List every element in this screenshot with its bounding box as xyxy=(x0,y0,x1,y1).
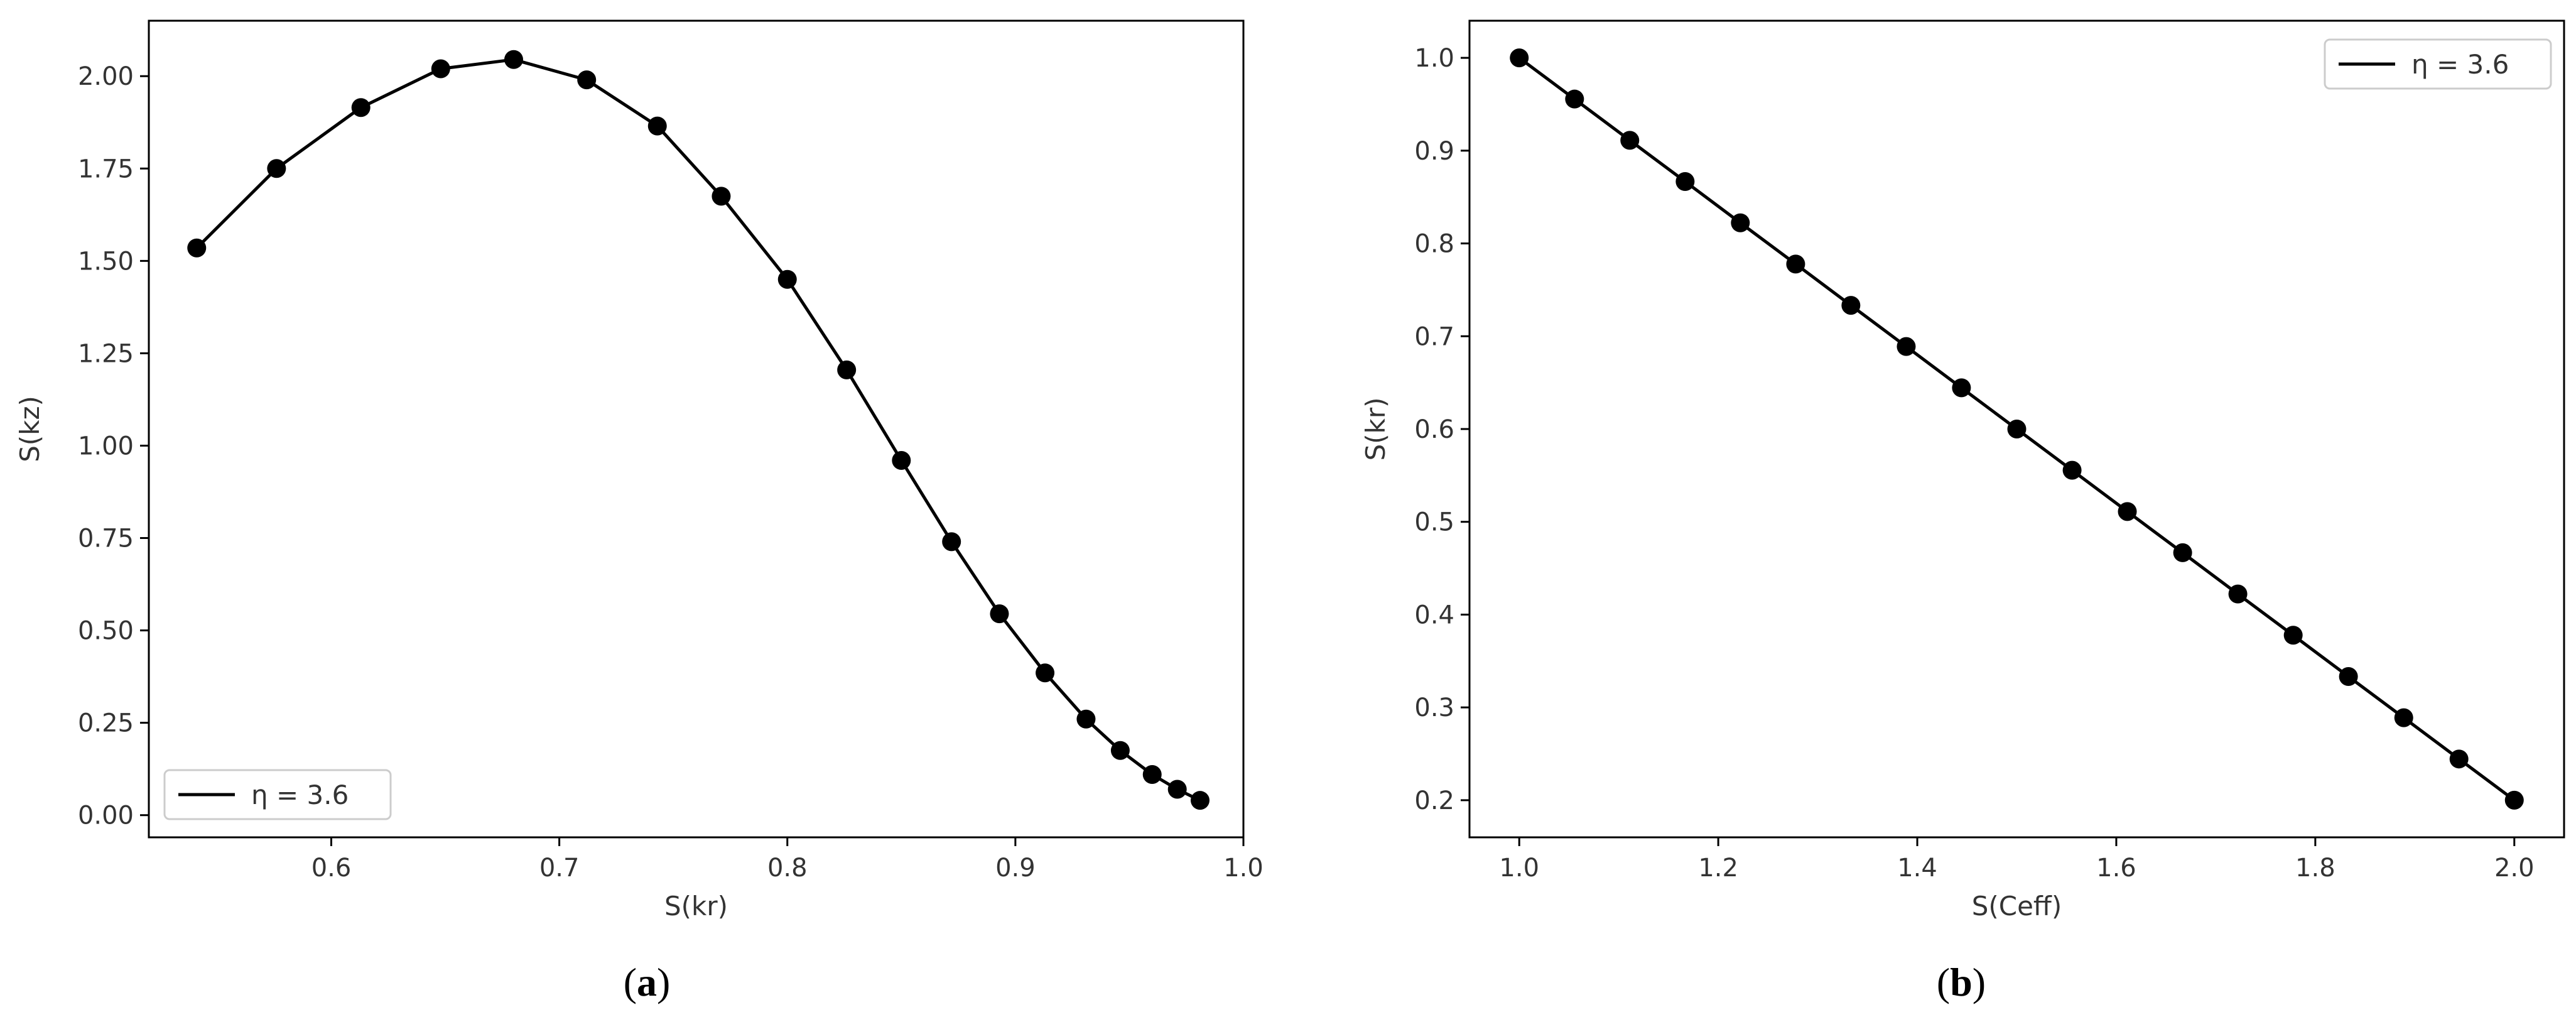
caption-close: ) xyxy=(1973,960,1986,1004)
y-axis-label: S(kr) xyxy=(1360,397,1391,460)
y-tick-label: 0.3 xyxy=(1414,693,1454,722)
y-tick-label: 1.0 xyxy=(1414,44,1454,73)
y-tick-label: 0.75 xyxy=(78,525,134,553)
data-point xyxy=(504,50,523,69)
data-point xyxy=(942,532,961,552)
data-point xyxy=(1510,48,1529,68)
plot-frame xyxy=(148,19,1245,839)
y-tick-label: 0.6 xyxy=(1414,415,1454,444)
data-point xyxy=(2173,543,2192,562)
series-line xyxy=(195,58,1201,802)
y-tick-label: 0.5 xyxy=(1414,508,1454,537)
data-point xyxy=(1731,213,1750,232)
data-point xyxy=(1786,254,1805,274)
data-point xyxy=(712,187,731,206)
y-tick-label: 0.25 xyxy=(78,709,134,738)
data-point xyxy=(837,360,857,379)
y-tick-label: 1.75 xyxy=(78,155,134,183)
data-point xyxy=(1191,791,1210,810)
caption-close: ) xyxy=(657,960,670,1004)
y-tick-label: 0.9 xyxy=(1414,137,1454,166)
x-axis-label: S(Ceff) xyxy=(1972,891,2062,921)
x-tick-label: 1.4 xyxy=(1897,854,1937,883)
x-tick-label: 0.9 xyxy=(995,854,1036,883)
y-tick-label: 1.50 xyxy=(78,247,134,276)
data-point xyxy=(2062,460,2082,480)
data-point xyxy=(1036,663,1055,683)
data-point xyxy=(187,238,207,258)
y-tick-label: 0.2 xyxy=(1414,786,1454,815)
x-tick-label: 1.0 xyxy=(1499,854,1539,883)
y-tick-label: 1.00 xyxy=(78,432,134,460)
data-point xyxy=(2449,749,2469,769)
legend-box xyxy=(2324,38,2552,90)
data-point xyxy=(2339,666,2358,686)
data-point xyxy=(1841,296,1861,315)
y-tick-label: 0.50 xyxy=(78,617,134,646)
x-tick-label: 1.0 xyxy=(1223,854,1264,883)
data-point xyxy=(2504,790,2524,810)
data-point xyxy=(577,70,597,90)
caption-letter: b xyxy=(1950,960,1973,1004)
x-tick-label: 1.2 xyxy=(1698,854,1738,883)
panel-a-chart: 0.6 0.7 0.8 0.9 1.0 0.00 0.25 0.50 0.75 1.00 1.25 1… xyxy=(14,19,1264,1004)
data-point xyxy=(1167,780,1187,799)
data-point xyxy=(2283,626,2303,645)
data-point xyxy=(267,159,286,178)
caption-open: ( xyxy=(1937,960,1950,1004)
y-tick-label: 0.4 xyxy=(1414,601,1454,629)
data-point xyxy=(1076,709,1096,729)
data-point xyxy=(777,269,797,289)
data-point xyxy=(647,116,667,136)
x-tick-label: 1.6 xyxy=(2096,854,2136,883)
y-tick-label: 0.8 xyxy=(1414,230,1454,259)
data-point xyxy=(2394,708,2413,727)
panel-b-chart: 1.0 1.2 1.4 1.6 1.8 2.0 0.2 0.3 0.4 0.5 0.6 0.7 0.8 0… xyxy=(1360,19,2565,1004)
data-point xyxy=(2228,584,2248,604)
data-point xyxy=(1110,741,1130,760)
data-point xyxy=(1142,765,1162,784)
data-point xyxy=(1675,172,1695,192)
data-point xyxy=(1952,378,1971,398)
y-tick-label: 0.00 xyxy=(78,802,134,830)
y-tick-label: 1.25 xyxy=(78,339,134,368)
y-tick-label: 0.7 xyxy=(1414,322,1454,351)
data-point xyxy=(2118,502,2137,521)
legend-box xyxy=(163,769,392,820)
x-tick-label: 0.7 xyxy=(539,854,580,883)
data-point xyxy=(1620,131,1640,150)
data-point xyxy=(990,604,1009,624)
y-tick-label: 2.00 xyxy=(78,62,134,91)
x-tick-label: 2.0 xyxy=(2494,854,2535,883)
data-point xyxy=(431,59,450,79)
legend-label: η = 3.6 xyxy=(251,780,349,810)
legend-label: η = 3.6 xyxy=(2411,49,2509,80)
x-tick-label: 0.6 xyxy=(311,854,352,883)
x-axis-label: S(kr) xyxy=(664,891,728,921)
data-point xyxy=(351,98,371,117)
y-axis-label: S(kz) xyxy=(14,396,45,462)
data-point xyxy=(1897,337,1916,356)
x-tick-label: 1.8 xyxy=(2295,854,2335,883)
data-point xyxy=(1565,89,1584,109)
data-point xyxy=(2007,420,2027,438)
caption-letter: a xyxy=(637,960,657,1004)
x-tick-label: 0.8 xyxy=(767,854,808,883)
data-point xyxy=(892,451,911,470)
panel-caption: (b) xyxy=(1937,960,1986,1004)
panel-caption: (a) xyxy=(624,960,671,1004)
caption-open: ( xyxy=(624,960,637,1004)
